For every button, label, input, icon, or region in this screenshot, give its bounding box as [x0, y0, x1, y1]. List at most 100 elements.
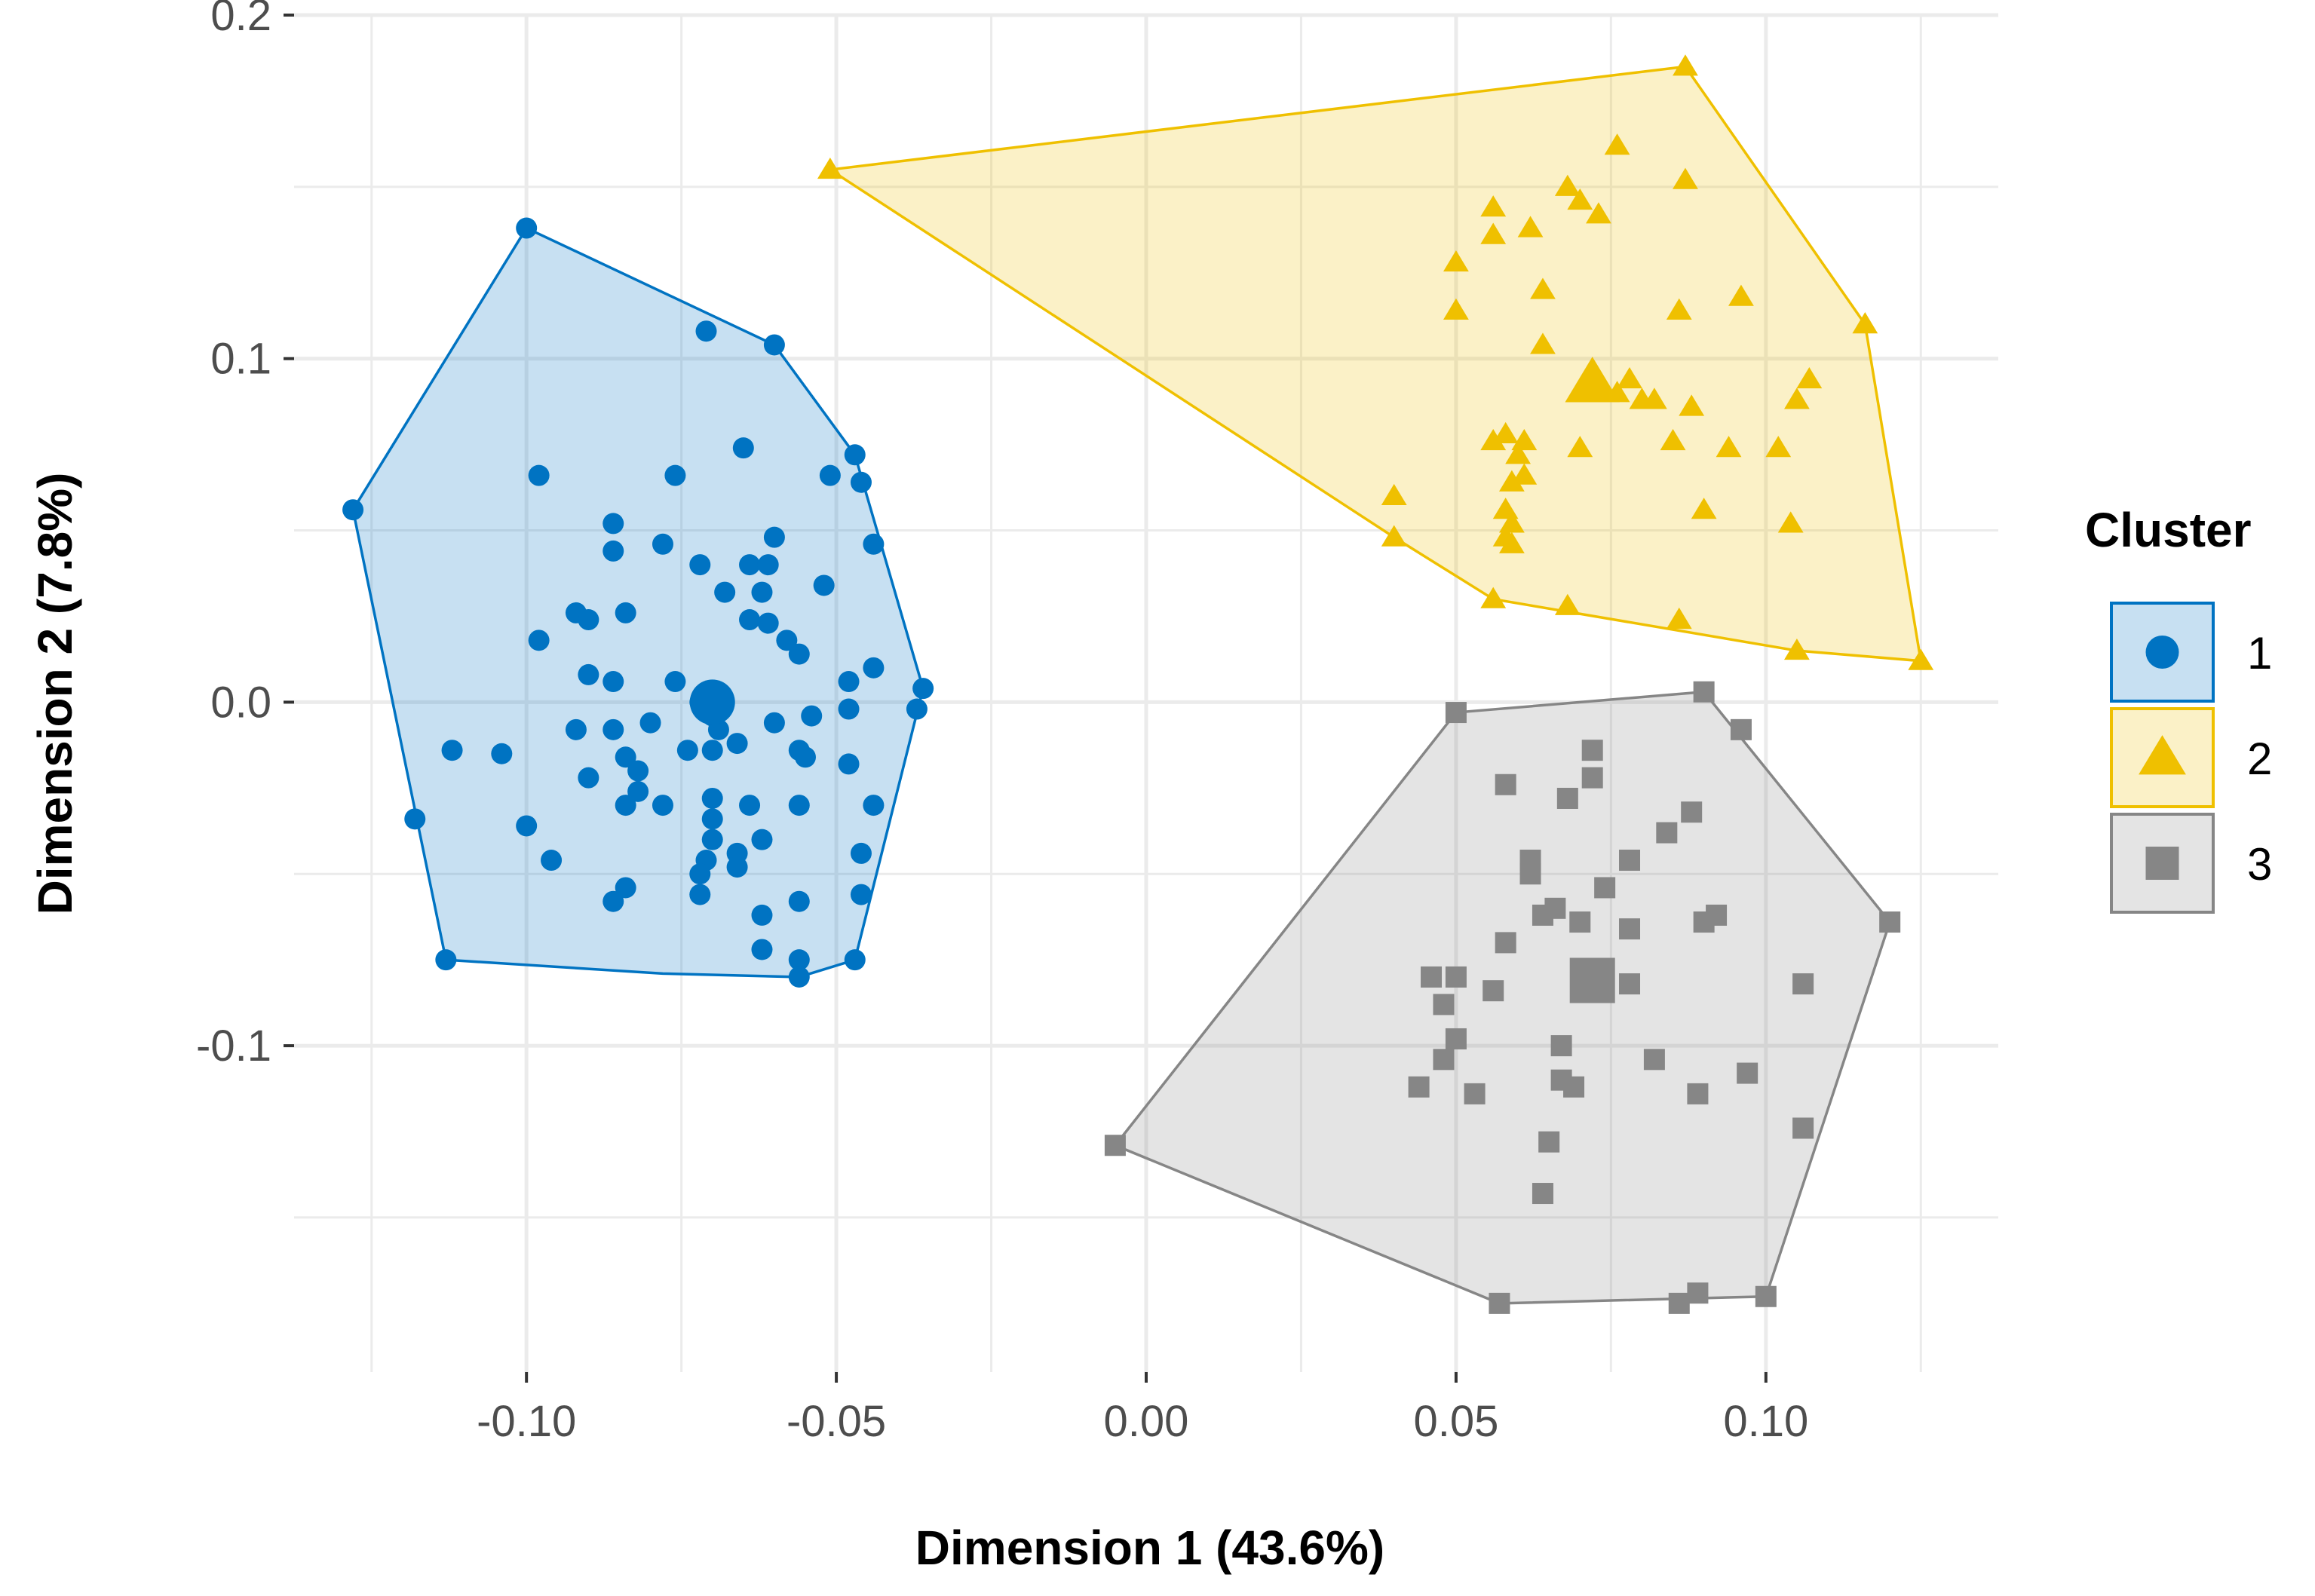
cluster-1-point — [689, 884, 711, 905]
cluster-3-point — [1563, 1076, 1585, 1098]
cluster-3-point — [1581, 740, 1603, 761]
cluster-3-point — [1730, 718, 1752, 740]
cluster-2-point — [1765, 436, 1792, 458]
cluster-2-point — [1443, 298, 1469, 320]
cluster-2-point — [1586, 202, 1611, 224]
cluster-2-point — [1381, 483, 1407, 506]
cluster-1-point — [763, 526, 785, 548]
legend-symbol-3 — [2145, 847, 2179, 880]
cluster-1-point — [689, 554, 711, 576]
cluster-1-point — [844, 949, 866, 971]
cluster-3-point — [1687, 1083, 1709, 1104]
cluster-1-point — [751, 904, 773, 926]
cluster-1-point — [695, 320, 717, 342]
cluster-3-point — [1495, 932, 1516, 954]
cluster-1-point — [739, 554, 761, 576]
cluster-2-point — [1554, 174, 1581, 196]
cluster-2-point — [1617, 366, 1642, 389]
cluster-2-point — [1691, 498, 1717, 519]
cluster-1-point — [603, 671, 624, 693]
cluster-3-point — [1421, 966, 1443, 988]
cluster-1-point — [757, 612, 779, 634]
cluster-1-point — [701, 829, 723, 850]
legend-symbol-1 — [2145, 636, 2179, 669]
cluster-1-point — [844, 444, 866, 466]
data-points — [342, 54, 1934, 1314]
cluster-2-point — [1530, 277, 1556, 299]
cluster-3-point — [1687, 1282, 1709, 1304]
cluster-1-point — [906, 698, 928, 720]
cluster-1-point — [795, 746, 816, 768]
cluster-2-point — [1673, 54, 1698, 76]
cluster-3-point — [1668, 1292, 1690, 1314]
cluster-2-point — [1530, 332, 1556, 354]
legend-label-1: 1 — [2247, 628, 2272, 679]
cluster-3-point — [1445, 702, 1467, 724]
cluster-3-point — [1737, 1062, 1758, 1084]
legend-key-3 — [2110, 813, 2215, 914]
cluster-1-point — [726, 733, 748, 755]
cluster-1-point — [664, 464, 686, 486]
cluster-3-point — [1656, 822, 1678, 844]
cluster-2-point — [1784, 388, 1810, 409]
cluster-1-point — [615, 795, 636, 816]
cluster-2-hull — [829, 65, 1923, 663]
cluster-1-point — [603, 540, 624, 562]
cluster-2-point — [1852, 312, 1878, 334]
cluster-2-point — [1480, 195, 1507, 217]
cluster-1-point — [813, 574, 835, 596]
cluster-1-point — [757, 554, 779, 576]
y-tick-label: 0.2 — [210, 0, 271, 40]
cluster-1-point — [603, 718, 624, 740]
x-tick-label: -0.05 — [786, 1397, 886, 1446]
cluster-1-point — [404, 808, 426, 830]
x-tick-label: 0.10 — [1723, 1397, 1808, 1446]
cluster-3-point — [1792, 973, 1814, 995]
cluster-1-point — [676, 740, 698, 761]
cluster-3-point — [1445, 1028, 1467, 1049]
cluster-2-point — [1480, 587, 1507, 608]
legend: Cluster 1 2 3 — [2085, 503, 2272, 914]
cluster-2-point — [1480, 222, 1507, 244]
cluster-1-point — [850, 884, 872, 905]
cluster-3-point — [1538, 1131, 1560, 1153]
cluster-1-point — [627, 760, 649, 782]
cluster-1-point — [516, 217, 538, 239]
cluster-3-point — [1619, 850, 1641, 872]
cluster-3-point — [1550, 1035, 1572, 1057]
cluster-3-point — [1519, 863, 1541, 885]
cluster-3-point — [1408, 1076, 1430, 1098]
cluster-1-point — [763, 712, 785, 734]
cluster-3-point — [1495, 773, 1516, 795]
cluster-1-point — [850, 471, 872, 493]
cluster-3-point — [1104, 1135, 1126, 1156]
cluster-3-point — [1433, 994, 1455, 1015]
cluster-1-point — [714, 581, 736, 603]
cluster-3-point — [1755, 1285, 1777, 1307]
cluster-1-point — [528, 630, 550, 651]
cluster-1-point — [850, 842, 872, 864]
cluster-2-point — [1511, 463, 1538, 485]
cluster-2-point — [1908, 648, 1934, 670]
x-axis-title: Dimension 1 (43.6%) — [915, 1521, 1384, 1575]
cluster-3-point — [1556, 787, 1578, 809]
cluster-1-point — [541, 850, 563, 872]
cluster-1-point — [776, 630, 798, 651]
cluster-1-point — [516, 815, 538, 837]
cluster-1-point — [615, 746, 636, 768]
legend-symbol-2 — [2139, 735, 2186, 775]
cluster-1-point — [639, 712, 661, 734]
cluster-1-point — [528, 464, 550, 486]
x-tick-label: 0.00 — [1104, 1397, 1189, 1446]
cluster-3-point — [1643, 1049, 1665, 1071]
cluster-3-point — [1619, 918, 1641, 940]
cluster-3-point — [1569, 911, 1591, 933]
cluster-1-point — [689, 863, 711, 885]
y-tick-label: 0.1 — [210, 335, 271, 384]
cluster-2-point — [1443, 250, 1469, 272]
cluster-1-point — [751, 581, 773, 603]
cluster-1-point — [739, 795, 761, 816]
cluster-2-point — [1567, 436, 1593, 458]
cluster-3-point — [1594, 877, 1616, 899]
cluster-1-point — [441, 740, 463, 761]
